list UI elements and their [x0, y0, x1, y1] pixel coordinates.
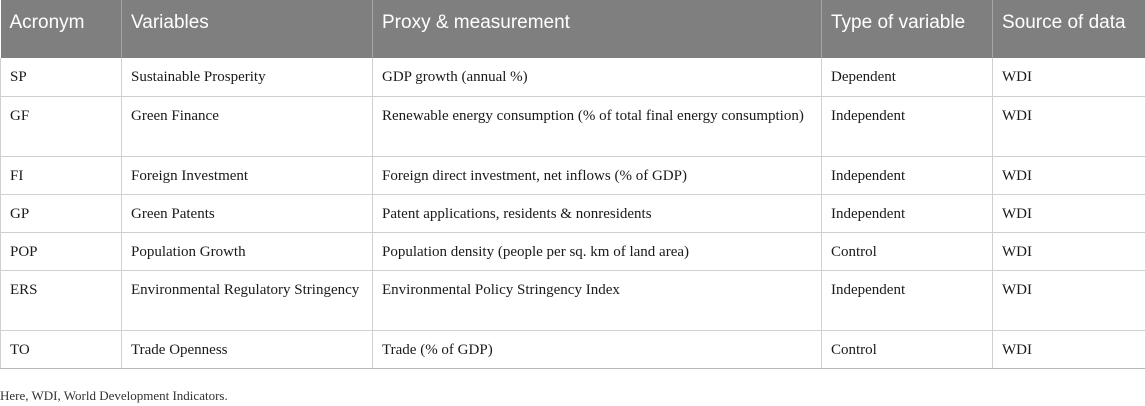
- table-row: GF Green Finance Renewable energy consum…: [0, 96, 1145, 157]
- cell-type: Control: [821, 330, 993, 369]
- header-acronym: Acronym: [0, 0, 122, 58]
- cell-variable: Green Finance: [121, 96, 373, 157]
- cell-acronym: POP: [0, 232, 122, 271]
- cell-source: WDI: [992, 96, 1145, 157]
- header-row: Acronym Variables Proxy & measurement Ty…: [0, 0, 1145, 58]
- cell-variable: Environmental Regulatory Stringency: [121, 270, 373, 331]
- cell-variable: Trade Openness: [121, 330, 373, 369]
- cell-source: WDI: [992, 156, 1145, 195]
- cell-acronym: ERS: [0, 270, 122, 331]
- cell-acronym: FI: [0, 156, 122, 195]
- header-proxy-measurement: Proxy & measurement: [372, 0, 822, 58]
- cell-type: Independent: [821, 156, 993, 195]
- cell-variable: Sustainable Prosperity: [121, 58, 373, 97]
- table-footnote: Here, WDI, World Development Indicators.: [0, 388, 228, 403]
- cell-source: WDI: [992, 232, 1145, 271]
- table-row: ERS Environmental Regulatory Stringency …: [0, 270, 1145, 331]
- table-row: TO Trade Openness Trade (% of GDP) Contr…: [0, 330, 1145, 369]
- cell-proxy: Environmental Policy Stringency Index: [372, 270, 822, 331]
- table-row: SP Sustainable Prosperity GDP growth (an…: [0, 58, 1145, 97]
- header-type-of-variable: Type of variable: [821, 0, 993, 58]
- cell-type: Independent: [821, 194, 993, 233]
- cell-type: Control: [821, 232, 993, 271]
- cell-acronym: TO: [0, 330, 122, 369]
- table-row: GP Green Patents Patent applications, re…: [0, 194, 1145, 233]
- cell-variable: Foreign Investment: [121, 156, 373, 195]
- header-variables: Variables: [121, 0, 373, 58]
- table-row: POP Population Growth Population density…: [0, 232, 1145, 271]
- cell-proxy: Patent applications, residents & nonresi…: [372, 194, 822, 233]
- cell-proxy: Trade (% of GDP): [372, 330, 822, 369]
- table-header: Acronym Variables Proxy & measurement Ty…: [0, 0, 1145, 58]
- cell-acronym: GF: [0, 96, 122, 157]
- header-source-of-data: Source of data: [992, 0, 1145, 58]
- cell-acronym: GP: [0, 194, 122, 233]
- cell-type: Independent: [821, 96, 993, 157]
- cell-type: Independent: [821, 270, 993, 331]
- table-body: SP Sustainable Prosperity GDP growth (an…: [0, 58, 1145, 369]
- cell-variable: Population Growth: [121, 232, 373, 271]
- cell-proxy: GDP growth (annual %): [372, 58, 822, 97]
- cell-source: WDI: [992, 330, 1145, 369]
- cell-type: Dependent: [821, 58, 993, 97]
- cell-variable: Green Patents: [121, 194, 373, 233]
- cell-source: WDI: [992, 58, 1145, 97]
- cell-source: WDI: [992, 194, 1145, 233]
- cell-acronym: SP: [0, 58, 122, 97]
- variables-table: Acronym Variables Proxy & measurement Ty…: [0, 0, 1145, 369]
- cell-proxy: Renewable energy consumption (% of total…: [372, 96, 822, 157]
- cell-source: WDI: [992, 270, 1145, 331]
- cell-proxy: Foreign direct investment, net inflows (…: [372, 156, 822, 195]
- table-row: FI Foreign Investment Foreign direct inv…: [0, 156, 1145, 195]
- cell-proxy: Population density (people per sq. km of…: [372, 232, 822, 271]
